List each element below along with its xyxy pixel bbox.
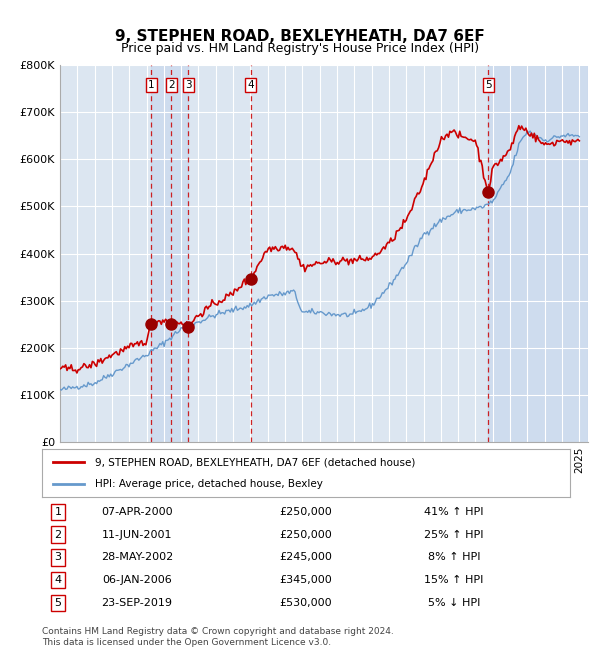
Text: 3: 3 <box>185 80 191 90</box>
Text: £245,000: £245,000 <box>280 552 332 562</box>
Bar <box>151 65 188 442</box>
Text: 2: 2 <box>168 80 175 90</box>
Text: 06-JAN-2006: 06-JAN-2006 <box>102 575 172 585</box>
Bar <box>488 65 588 442</box>
Text: 5: 5 <box>485 80 491 90</box>
Text: 11-JUN-2001: 11-JUN-2001 <box>102 530 172 540</box>
Text: 3: 3 <box>55 552 61 562</box>
Text: 28-MAY-2002: 28-MAY-2002 <box>101 552 173 562</box>
Text: £345,000: £345,000 <box>280 575 332 585</box>
Text: 07-APR-2000: 07-APR-2000 <box>101 507 173 517</box>
Text: Price paid vs. HM Land Registry's House Price Index (HPI): Price paid vs. HM Land Registry's House … <box>121 42 479 55</box>
Text: £250,000: £250,000 <box>280 507 332 517</box>
Text: Contains HM Land Registry data © Crown copyright and database right 2024.
This d: Contains HM Land Registry data © Crown c… <box>42 627 394 647</box>
Text: 5: 5 <box>55 598 61 608</box>
Text: 9, STEPHEN ROAD, BEXLEYHEATH, DA7 6EF (detached house): 9, STEPHEN ROAD, BEXLEYHEATH, DA7 6EF (d… <box>95 457 415 467</box>
Text: 8% ↑ HPI: 8% ↑ HPI <box>428 552 480 562</box>
Text: £530,000: £530,000 <box>280 598 332 608</box>
Text: 9, STEPHEN ROAD, BEXLEYHEATH, DA7 6EF: 9, STEPHEN ROAD, BEXLEYHEATH, DA7 6EF <box>115 29 485 44</box>
Text: 5% ↓ HPI: 5% ↓ HPI <box>428 598 480 608</box>
Text: 41% ↑ HPI: 41% ↑ HPI <box>424 507 484 517</box>
Text: 4: 4 <box>54 575 61 585</box>
Text: HPI: Average price, detached house, Bexley: HPI: Average price, detached house, Bexl… <box>95 478 323 489</box>
Text: 25% ↑ HPI: 25% ↑ HPI <box>424 530 484 540</box>
Text: 2: 2 <box>54 530 61 540</box>
Text: £250,000: £250,000 <box>280 530 332 540</box>
Text: 4: 4 <box>247 80 254 90</box>
Text: 23-SEP-2019: 23-SEP-2019 <box>101 598 173 608</box>
Text: 15% ↑ HPI: 15% ↑ HPI <box>424 575 484 585</box>
Text: 1: 1 <box>148 80 155 90</box>
Text: 1: 1 <box>55 507 61 517</box>
